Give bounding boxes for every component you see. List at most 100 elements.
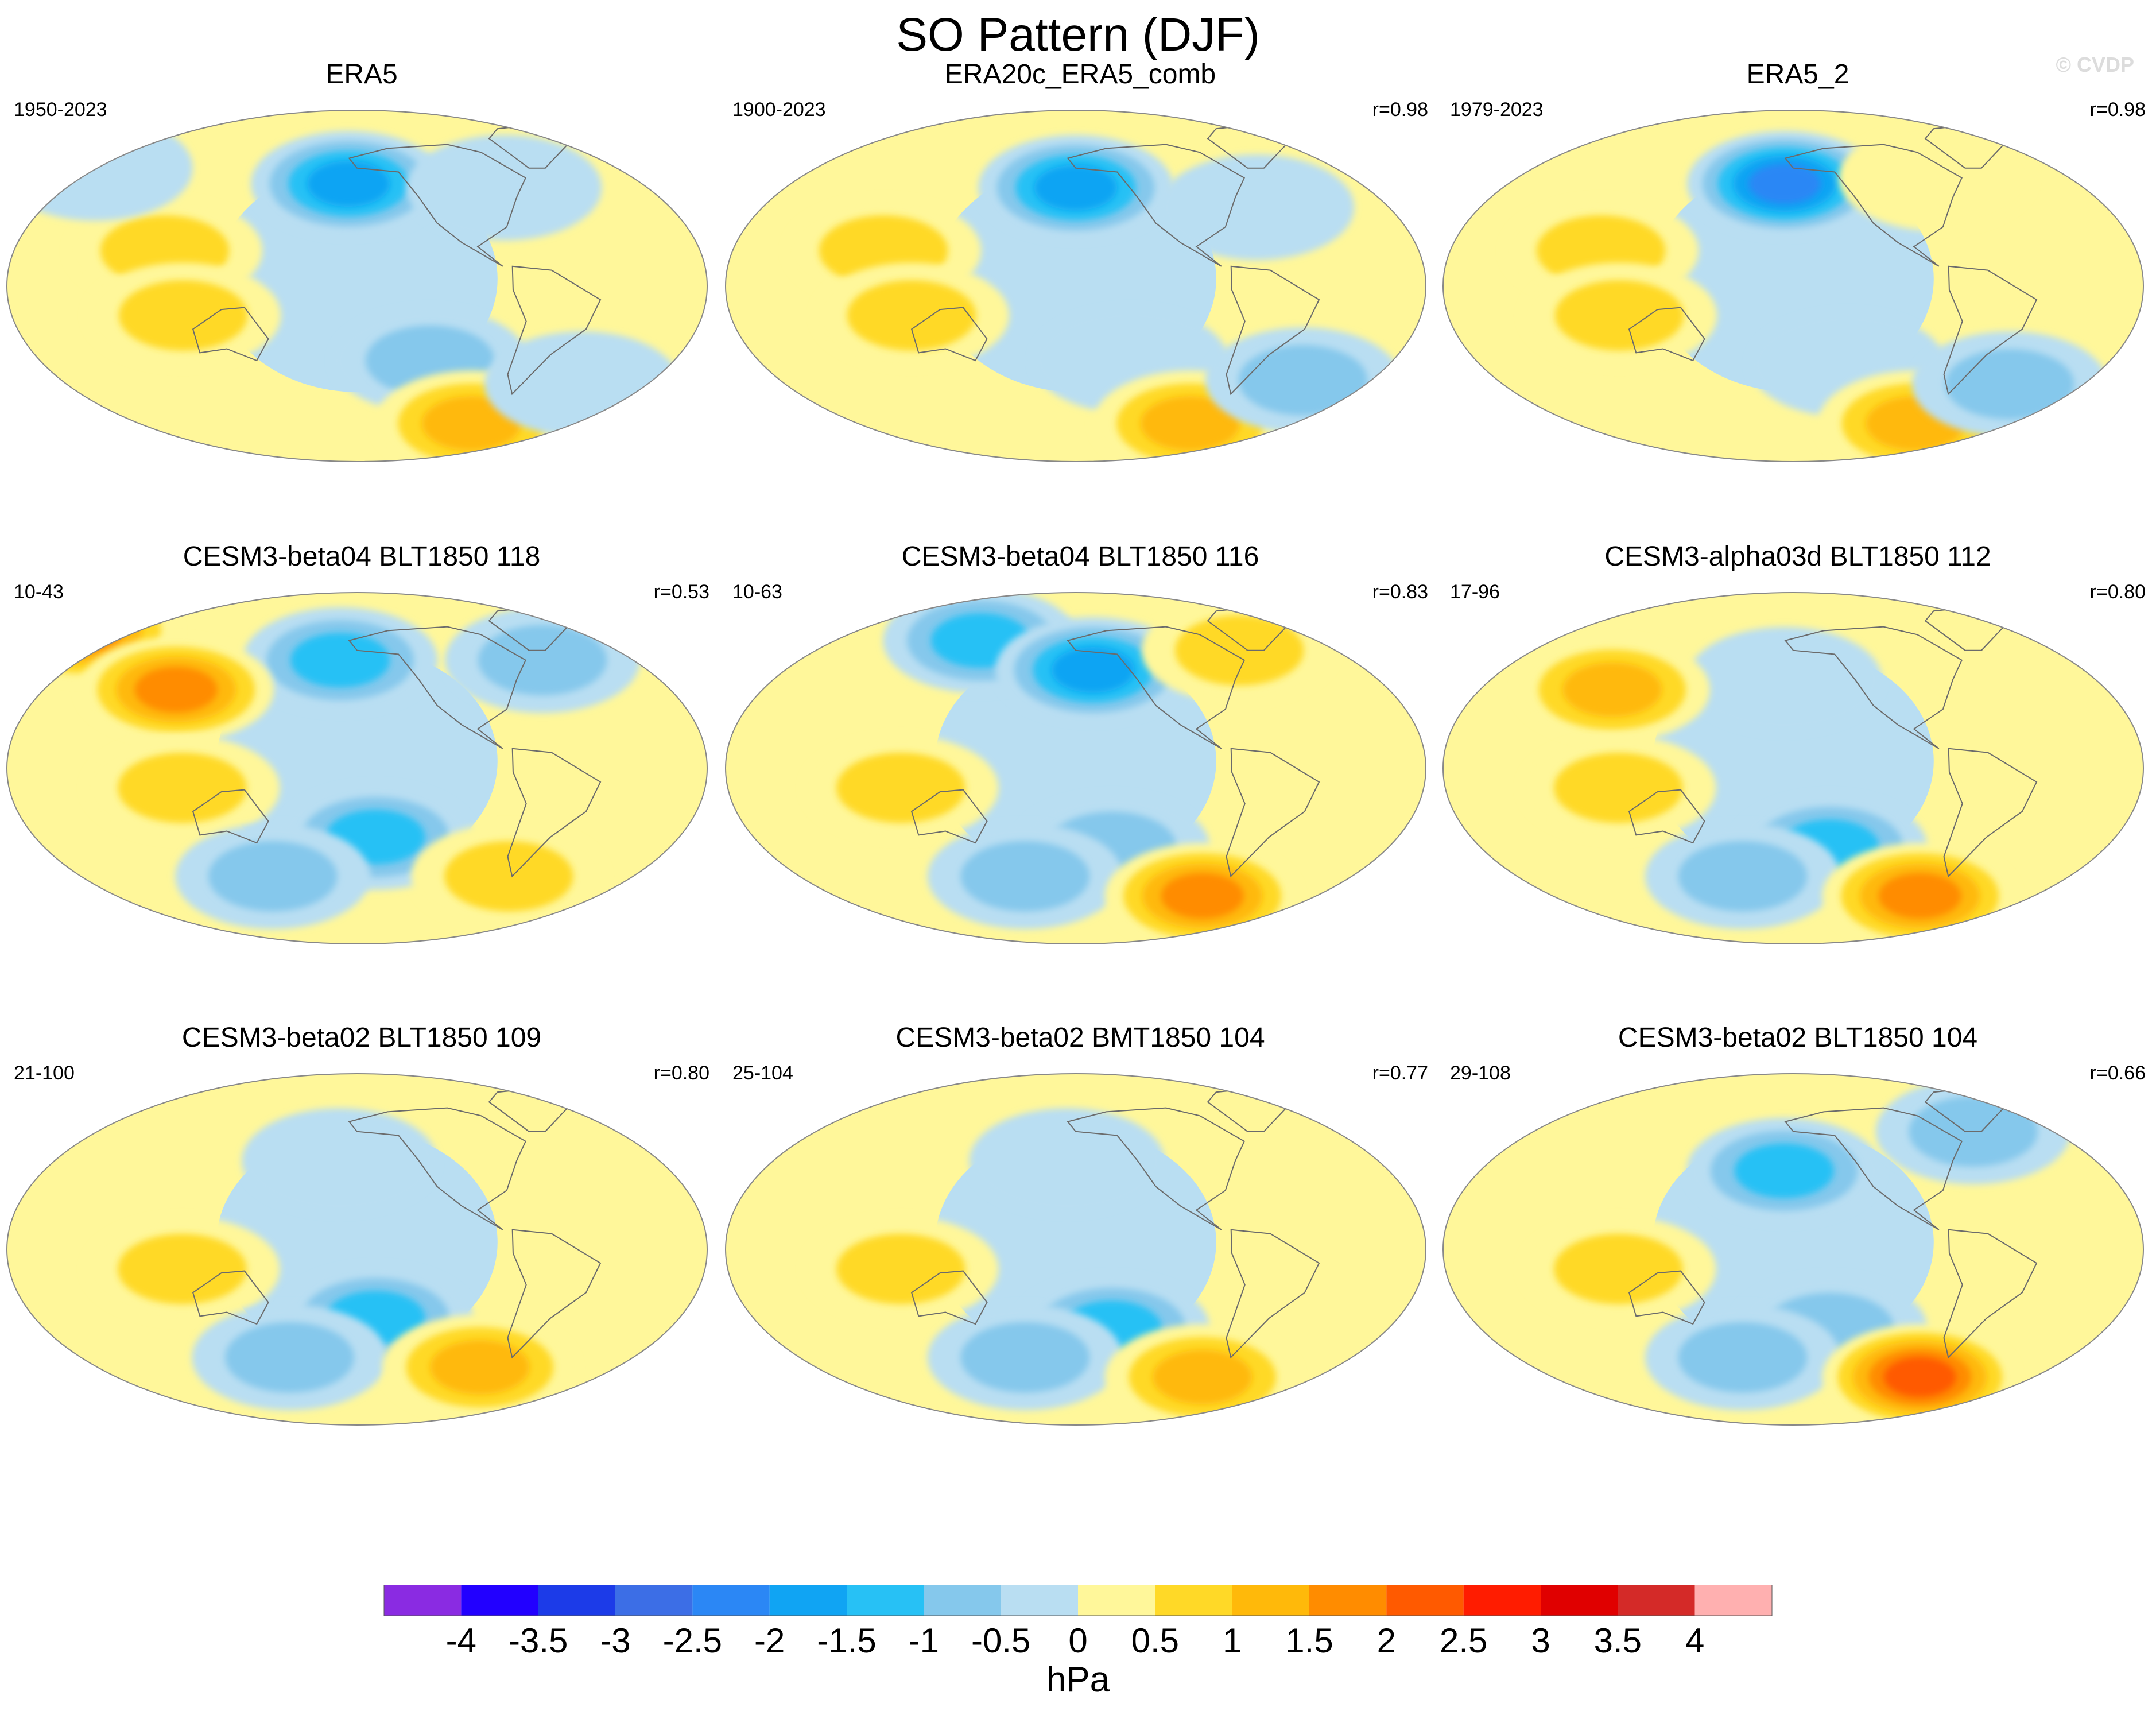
coastline-australia	[192, 789, 269, 844]
colorbar-tick-label: 3.5	[1594, 1621, 1642, 1659]
contour-feature	[1686, 627, 1882, 733]
colorbar-swatch	[847, 1585, 924, 1616]
coastline-south-america	[1943, 748, 2038, 878]
colorbar-tick-label: -2.5	[663, 1621, 722, 1659]
coastline-australia	[1628, 789, 1705, 844]
colorbar-tick-label: -0.5	[971, 1621, 1030, 1659]
contour-feature	[225, 1322, 354, 1393]
colorbar-units-label: hPa	[1046, 1660, 1110, 1699]
coastline-australia	[910, 789, 988, 844]
colorbar-tick-label: 4	[1685, 1621, 1704, 1659]
panel-period: 1900-2023	[732, 99, 826, 121]
contour-feature	[118, 1233, 247, 1304]
colorbar-tick-label: 0	[1068, 1621, 1087, 1659]
colorbar-swatch	[1232, 1585, 1309, 1616]
colorbar-swatch	[692, 1585, 770, 1616]
figure-title: SO Pattern (DJF)	[896, 9, 1260, 61]
colorbar-tick-label: -4	[446, 1621, 476, 1659]
contour-feature	[1161, 873, 1244, 919]
panel-correlation: r=0.77	[1372, 1062, 1428, 1084]
map-border	[6, 110, 708, 462]
contour-feature	[421, 396, 522, 451]
coastline-australia	[192, 1270, 269, 1325]
panel-period: 29-108	[1450, 1062, 1511, 1084]
contour-feature	[7, 115, 193, 221]
coastline-south-america	[1226, 748, 1320, 878]
colorbar-swatch	[1618, 1585, 1695, 1616]
panel-correlation: r=0.66	[2089, 1062, 2146, 1084]
colorbar-swatch	[1541, 1585, 1618, 1616]
coastline-north-america	[348, 1107, 526, 1230]
contour-feature	[1554, 1233, 1683, 1304]
map-panel: ERA5_2 1979-2023 r=0.98	[1442, 59, 2154, 529]
colorbar-tick-label: 0.5	[1131, 1621, 1179, 1659]
coastline-australia	[910, 307, 988, 362]
panel-period: 10-63	[732, 581, 782, 603]
contour-feature	[1159, 154, 1355, 261]
panel-correlation: r=0.98	[2089, 99, 2146, 121]
panel-title: CESM3-beta04 BLT1850 118	[183, 541, 541, 572]
colorbar-swatch	[461, 1585, 538, 1616]
panel-title: ERA5	[325, 59, 398, 90]
coastline-north-america	[1067, 626, 1245, 749]
world-map	[725, 592, 1426, 944]
map-panel: ERA5 1950-2023	[6, 59, 718, 529]
colorbar-tick-label: 3	[1531, 1621, 1550, 1659]
panel-title: ERA20c_ERA5_comb	[944, 59, 1216, 90]
map-panel: CESM3-beta02 BLT1850 104 29-108 r=0.66	[1442, 1022, 2154, 1493]
panel-correlation: r=0.53	[653, 581, 709, 603]
panel-title: CESM3-beta02 BLT1850 104	[1618, 1023, 1978, 1053]
panel-period: 1979-2023	[1450, 99, 1544, 121]
coastline-south-america	[1943, 1229, 2038, 1359]
panel-title: ERA5_2	[1746, 59, 1849, 90]
contour-feature	[1878, 873, 1961, 919]
panel-period: 21-100	[14, 1062, 75, 1084]
coastline-north-america	[348, 144, 526, 267]
map-border	[1442, 592, 2144, 944]
map-border	[1442, 110, 2144, 462]
coastline-australia	[192, 307, 269, 362]
contour-feature	[836, 1233, 965, 1304]
coastline-north-america	[348, 626, 526, 749]
colorbar-swatch	[1001, 1585, 1078, 1616]
colorbar-swatch	[538, 1585, 615, 1616]
coastline-south-america	[1226, 265, 1320, 396]
colorbar: -4 -3.5 -3 -2.5 -2 -1.5 -1 -0.5 0 0.5 1 1.5 2 2.5 3 3.5…	[383, 1585, 1773, 1659]
colorbar-tick-label: -1.5	[817, 1621, 876, 1659]
colorbar-swatch	[1386, 1585, 1464, 1616]
contour-feature	[430, 1340, 530, 1395]
coastline-north-america	[1784, 626, 1963, 749]
coastline-south-america	[507, 265, 602, 396]
colorbar-tick-label: 1.5	[1285, 1621, 1333, 1659]
world-map	[1442, 1073, 2144, 1426]
world-map	[6, 592, 708, 944]
coastline-north-america	[1784, 1107, 1963, 1230]
coastline-australia	[1628, 1270, 1705, 1325]
contour-feature	[118, 280, 248, 351]
watermark: © CVDP	[2056, 53, 2134, 76]
map-panel: CESM3-beta04 BLT1850 118 10-43 r=0.53	[6, 541, 718, 1012]
panel-period: 1950-2023	[14, 99, 107, 121]
coastline-north-america	[1784, 144, 1963, 267]
contour-feature	[1554, 752, 1683, 823]
colorbar-frame	[383, 1585, 1773, 1616]
contour-feature	[969, 1108, 1165, 1214]
panel-correlation: r=0.80	[653, 1062, 709, 1084]
contour-feature	[208, 841, 338, 912]
colorbar-swatch	[1309, 1585, 1387, 1616]
contour-feature	[1748, 164, 1821, 204]
panel-title: CESM3-beta04 BLT1850 116	[901, 541, 1259, 572]
map-border	[725, 592, 1426, 944]
contour-feature	[1839, 125, 2034, 231]
contour-feature	[40, 607, 124, 654]
contour-feature	[1153, 1349, 1253, 1404]
colorbar-tick-label: 1	[1223, 1621, 1242, 1659]
world-map	[725, 110, 1426, 462]
world-map	[725, 1073, 1426, 1426]
contour-feature	[134, 667, 218, 713]
map-panel: CESM3-beta04 BLT1850 116 10-63 r=0.83	[724, 541, 1436, 1012]
coastline-south-america	[1943, 265, 2038, 396]
panel-period: 25-104	[732, 1062, 793, 1084]
panel-correlation: r=0.83	[1372, 581, 1428, 603]
contour-feature	[1174, 615, 1304, 686]
